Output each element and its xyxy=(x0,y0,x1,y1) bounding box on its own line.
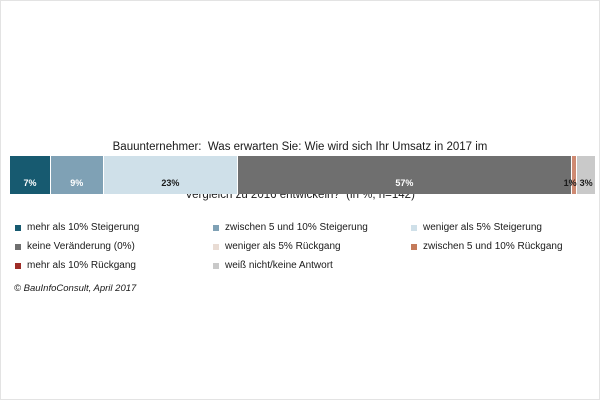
legend-item: mehr als 10% Steigerung xyxy=(15,218,213,237)
bar-segment-5: 1% xyxy=(564,156,578,194)
bar-segment-3: 23% xyxy=(103,156,239,194)
legend-swatch xyxy=(411,243,417,250)
legend-column-2: zwischen 5 und 10% Steigerung weniger als… xyxy=(213,218,411,275)
bar-segment-value: 7% xyxy=(23,178,37,188)
legend-item: zwischen 5 und 10% Rückgang xyxy=(411,237,599,256)
legend-swatch xyxy=(213,224,219,231)
bar-segment-value: 9% xyxy=(70,178,84,188)
legend-item: zwischen 5 und 10% Steigerung xyxy=(213,218,411,237)
legend-label: mehr als 10% Rückgang xyxy=(27,260,136,271)
legend-label: mehr als 10% Steigerung xyxy=(27,222,140,233)
bar-segment-value: 1% xyxy=(563,178,577,188)
bar-segment-value: 23% xyxy=(161,178,180,188)
legend-swatch xyxy=(411,224,417,231)
bar-segment-value: 3% xyxy=(579,178,593,188)
bar-segment-1: 7% xyxy=(10,156,51,194)
legend-label: weniger als 5% Steigerung xyxy=(423,222,542,233)
legend-swatch xyxy=(213,262,219,269)
legend-column-1: mehr als 10% Steigerung keine Veränderung… xyxy=(15,218,213,275)
legend: mehr als 10% Steigerung keine Veränderung… xyxy=(15,218,599,275)
bar-segment-2: 9% xyxy=(50,156,104,194)
legend-swatch xyxy=(15,224,21,231)
legend-item: mehr als 10% Rückgang xyxy=(15,256,213,275)
legend-swatch xyxy=(15,262,21,269)
legend-label: keine Veränderung (0%) xyxy=(27,241,135,252)
legend-column-3: weniger als 5% Steigerung zwischen 5 und … xyxy=(411,218,599,275)
legend-label: weiß nicht/keine Antwort xyxy=(225,260,333,271)
bar-segment-value: 57% xyxy=(395,178,414,188)
legend-label: zwischen 5 und 10% Steigerung xyxy=(225,222,368,233)
legend-item: weiß nicht/keine Antwort xyxy=(213,256,411,275)
source-credit: © BauInfoConsult, April 2017 xyxy=(14,283,137,294)
bar-segment-4: 57% xyxy=(238,156,572,194)
bar-segment-6: 3% xyxy=(577,156,595,194)
legend-item: keine Veränderung (0%) xyxy=(15,237,213,256)
legend-item: weniger als 5% Steigerung xyxy=(411,218,599,237)
legend-label: weniger als 5% Rückgang xyxy=(225,241,341,252)
chart-title-line1: Bauunternehmer: Was erwarten Sie: Wie wi… xyxy=(112,141,488,153)
legend-label: zwischen 5 und 10% Rückgang xyxy=(423,241,563,252)
legend-swatch xyxy=(15,243,21,250)
stacked-bar: 7% 9% 23% 57% 1% 3% xyxy=(10,156,595,194)
legend-item: weniger als 5% Rückgang xyxy=(213,237,411,256)
legend-swatch xyxy=(213,243,219,250)
